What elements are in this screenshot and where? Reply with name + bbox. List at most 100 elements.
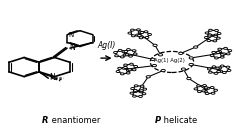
Circle shape (226, 66, 230, 68)
Circle shape (151, 58, 155, 61)
Circle shape (134, 66, 138, 68)
Circle shape (204, 37, 208, 39)
Circle shape (187, 77, 191, 80)
Circle shape (203, 84, 206, 87)
Circle shape (126, 72, 130, 74)
Circle shape (136, 34, 139, 36)
Circle shape (213, 40, 217, 42)
Circle shape (220, 54, 224, 56)
Circle shape (209, 29, 212, 31)
Circle shape (118, 49, 122, 51)
Circle shape (124, 64, 127, 66)
Circle shape (210, 55, 214, 57)
Circle shape (116, 70, 120, 72)
Circle shape (131, 35, 135, 37)
Circle shape (118, 67, 122, 69)
Circle shape (120, 56, 124, 58)
Circle shape (208, 34, 212, 36)
Circle shape (214, 72, 218, 74)
Circle shape (161, 69, 165, 72)
Circle shape (194, 88, 198, 90)
Circle shape (124, 66, 127, 68)
Circle shape (130, 92, 134, 94)
Circle shape (148, 33, 152, 35)
Circle shape (212, 51, 215, 53)
Circle shape (134, 85, 138, 87)
Circle shape (218, 67, 222, 69)
Circle shape (207, 68, 211, 70)
Circle shape (131, 29, 134, 31)
Circle shape (126, 49, 130, 51)
Circle shape (224, 47, 228, 49)
Circle shape (129, 55, 132, 57)
Circle shape (227, 69, 231, 71)
Circle shape (217, 33, 221, 35)
Circle shape (214, 89, 218, 91)
Circle shape (216, 51, 220, 53)
Circle shape (218, 51, 221, 53)
Circle shape (223, 71, 226, 74)
Circle shape (202, 90, 205, 92)
Circle shape (218, 48, 222, 50)
Circle shape (138, 31, 142, 33)
Circle shape (214, 35, 218, 37)
Ellipse shape (150, 51, 194, 72)
Circle shape (122, 51, 126, 53)
Circle shape (114, 51, 117, 54)
Circle shape (132, 50, 136, 52)
Circle shape (139, 95, 142, 97)
Text: N: N (49, 73, 55, 82)
Circle shape (124, 51, 128, 53)
Circle shape (206, 87, 210, 89)
Circle shape (144, 31, 148, 33)
Circle shape (131, 88, 135, 90)
Text: R: R (42, 116, 49, 125)
Circle shape (219, 70, 223, 72)
Circle shape (133, 53, 137, 55)
Circle shape (126, 70, 130, 72)
Circle shape (212, 66, 216, 68)
Circle shape (228, 50, 232, 52)
Circle shape (132, 69, 136, 71)
Circle shape (216, 37, 220, 39)
Circle shape (134, 89, 137, 91)
Circle shape (204, 87, 208, 89)
Circle shape (198, 91, 201, 93)
Text: N: N (68, 32, 73, 38)
Text: N: N (69, 43, 75, 52)
Circle shape (204, 90, 207, 92)
Circle shape (128, 32, 132, 34)
Circle shape (205, 92, 209, 95)
Circle shape (115, 55, 118, 57)
Circle shape (158, 54, 163, 56)
Circle shape (208, 35, 211, 37)
Circle shape (146, 76, 150, 78)
Circle shape (133, 91, 137, 93)
Circle shape (216, 67, 219, 69)
Circle shape (143, 88, 147, 90)
Circle shape (207, 40, 211, 42)
Circle shape (139, 91, 143, 93)
Circle shape (205, 32, 209, 34)
Circle shape (220, 65, 224, 67)
Text: helicate: helicate (161, 116, 198, 125)
Circle shape (211, 92, 215, 94)
Circle shape (226, 53, 230, 55)
Text: Ag(I): Ag(I) (97, 41, 115, 50)
Circle shape (137, 29, 140, 31)
Circle shape (122, 67, 126, 69)
Circle shape (197, 85, 200, 87)
Circle shape (222, 53, 226, 55)
Circle shape (130, 63, 133, 65)
Circle shape (128, 69, 132, 71)
Circle shape (140, 85, 144, 87)
Circle shape (142, 93, 146, 95)
Text: enantiomer: enantiomer (49, 116, 100, 125)
Circle shape (194, 46, 198, 48)
Circle shape (189, 57, 193, 59)
Circle shape (138, 35, 141, 37)
Circle shape (215, 30, 219, 32)
Circle shape (214, 34, 218, 36)
Text: P: P (155, 116, 161, 125)
Circle shape (215, 57, 218, 59)
